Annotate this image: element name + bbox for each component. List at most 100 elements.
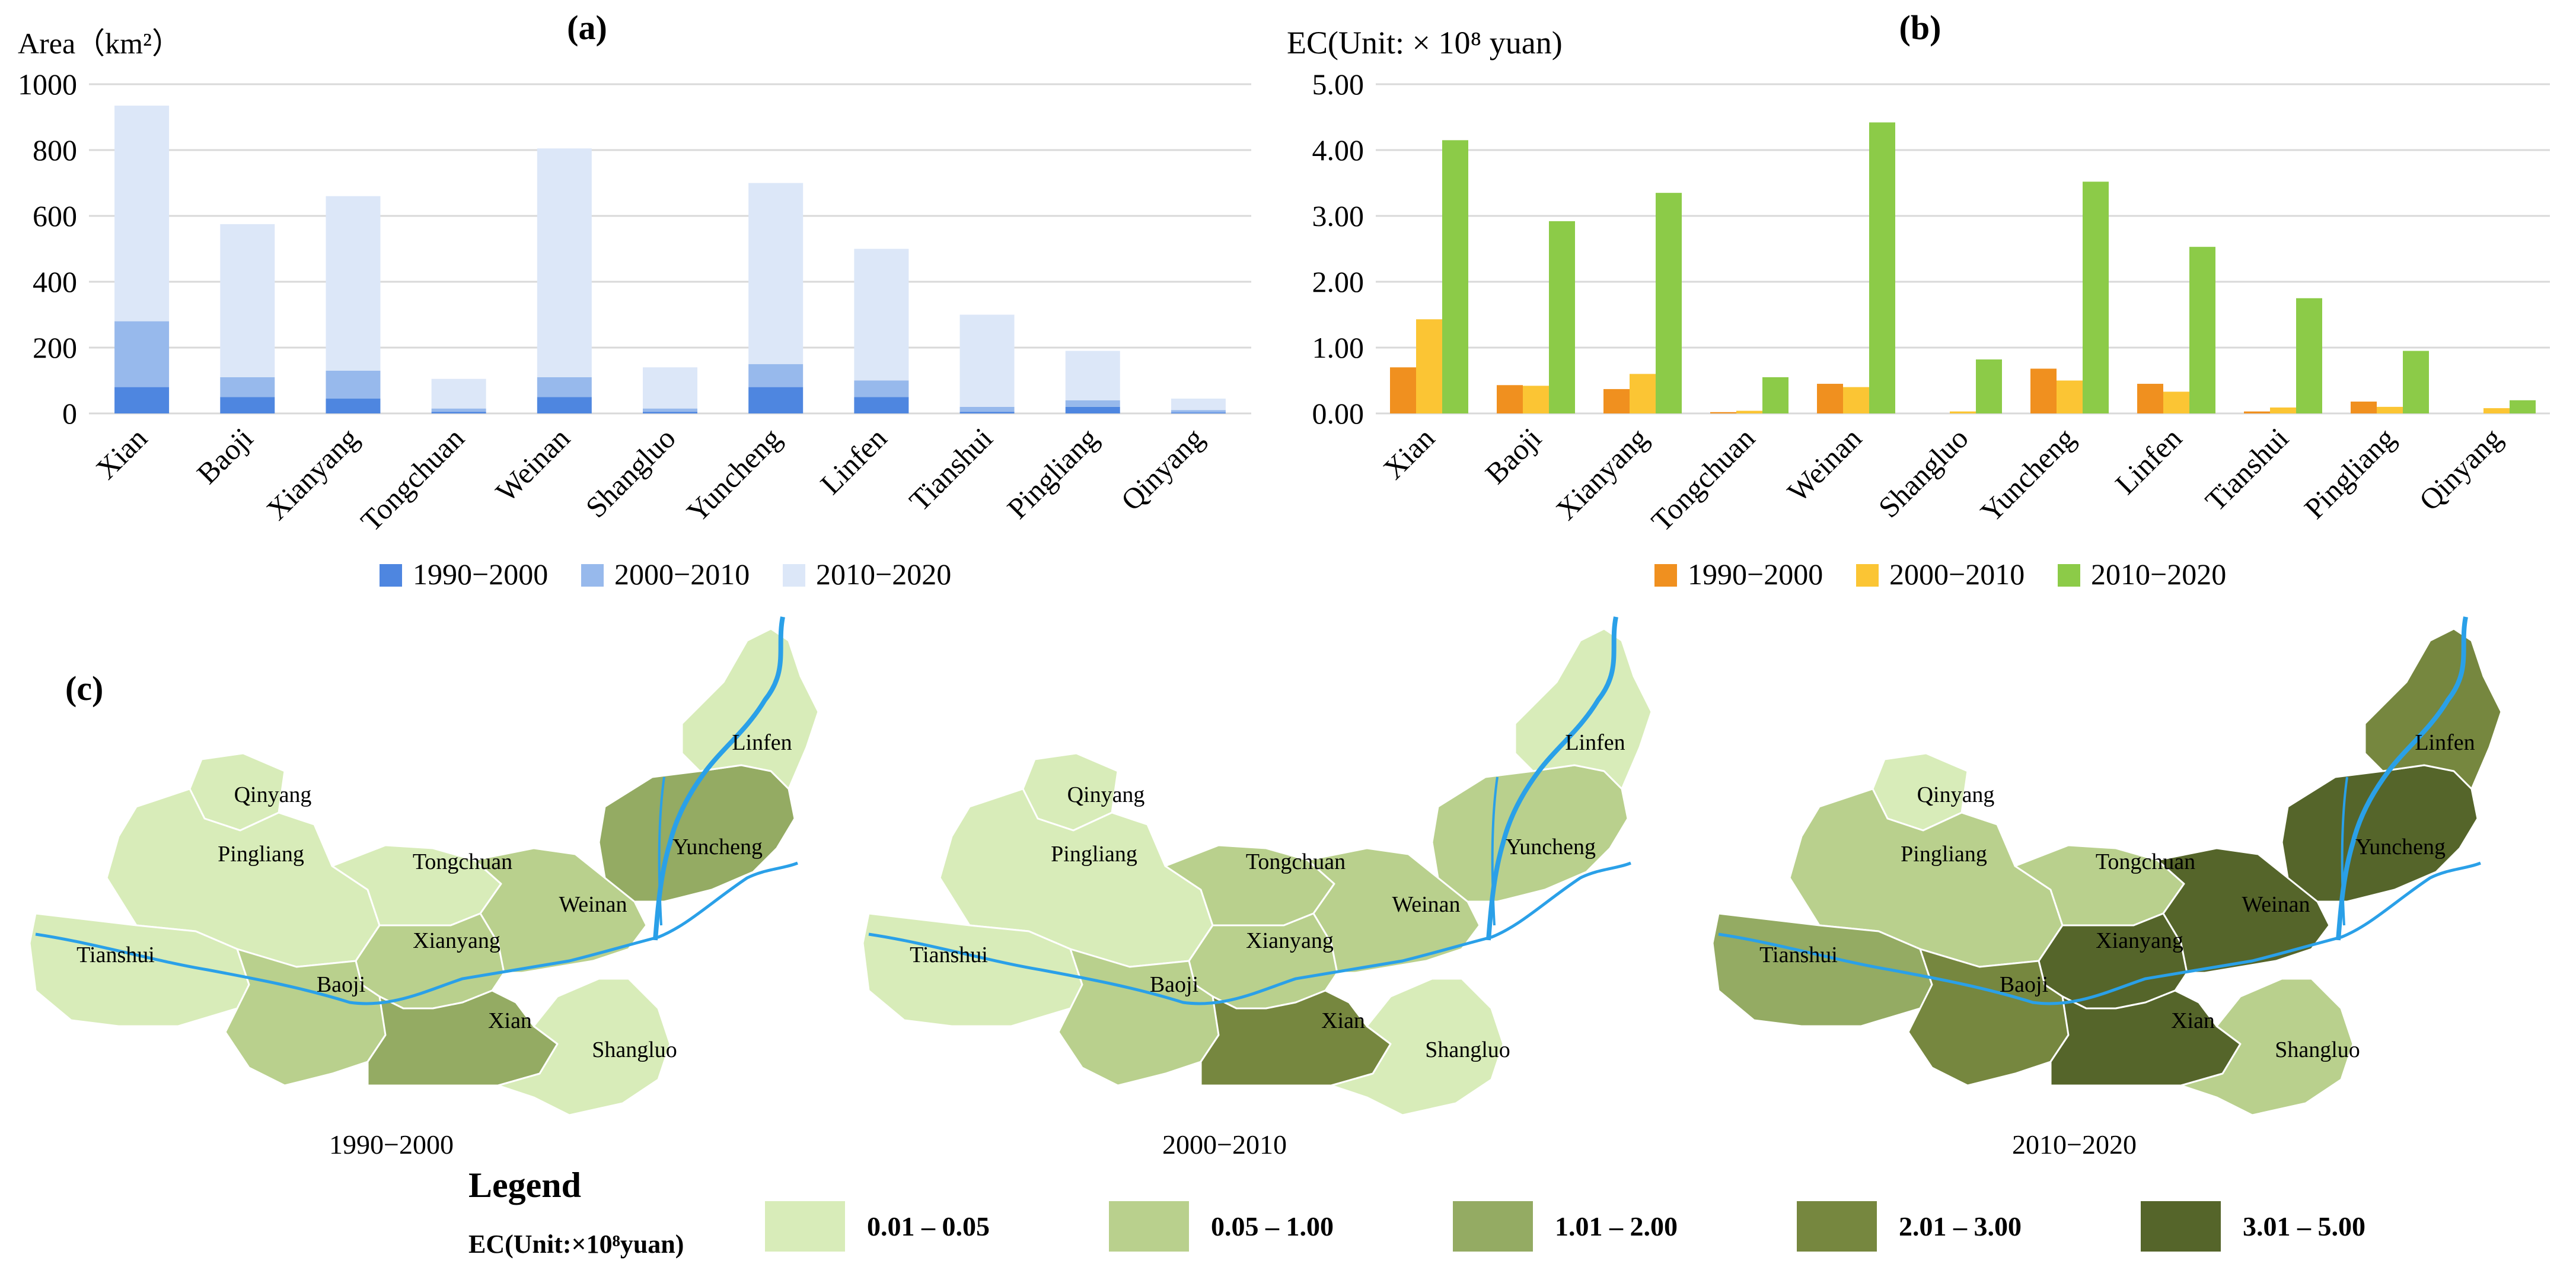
bar-baoji-1 — [1523, 386, 1549, 413]
y-tick-label: 1.00 — [1312, 331, 1364, 364]
region-label: Tongchuan — [413, 849, 512, 874]
panel-c-label: (c) — [65, 669, 103, 708]
region-label: Shangluo — [592, 1037, 677, 1062]
bar-pingliang-2 — [1065, 351, 1120, 400]
bar-weinan-2 — [537, 148, 592, 377]
legend-swatch — [380, 564, 402, 587]
chart-ec-by-city: (b) EC(Unit: × 10⁸ yuan) Xian Baoji Xianya… — [1287, 8, 2550, 591]
region-label: Linfen — [1565, 730, 1625, 755]
x-tick-label: Xian — [90, 421, 154, 485]
bar-tianshui-1 — [2270, 407, 2296, 413]
bar-tianshui-1 — [959, 406, 1015, 412]
bar-xian-1 — [1416, 319, 1442, 413]
map-2: Qinyang Pingliang Tianshui Tongchuan Xianyan… — [862, 616, 1653, 1160]
x-tick-label: Tongchuan — [354, 421, 470, 537]
x-tick-label: Baoji — [190, 421, 259, 490]
bar-xian-1 — [114, 321, 170, 387]
region-label: Tongchuan — [1246, 849, 1346, 874]
bar-tongchuan-1 — [431, 408, 486, 412]
region-label: Baoji — [317, 972, 365, 997]
bar-yuncheng-1 — [2057, 380, 2083, 413]
region-label: Tianshui — [1759, 943, 1838, 967]
bar-baoji-1 — [220, 377, 275, 397]
y-tick-label: 4.00 — [1312, 133, 1364, 167]
x-tick-label: Tianshui — [2199, 421, 2295, 517]
region-xian — [2049, 989, 2242, 1087]
bar-xian-0 — [1390, 367, 1416, 413]
map-3: Qinyang Pingliang Tianshui Tongchuan Xianyan… — [1711, 616, 2502, 1160]
legend-class-label: 1.01 – 2.00 — [1555, 1211, 1678, 1241]
region-label: Pingliang — [218, 842, 304, 867]
region-label: Xian — [488, 1008, 532, 1033]
bar-linfen-1 — [2163, 391, 2189, 413]
map-title: 2000−2010 — [1162, 1129, 1287, 1160]
bar-xianyang-1 — [326, 370, 381, 399]
x-tick-label: Weinan — [489, 421, 576, 508]
bar-baoji-0 — [1497, 385, 1523, 413]
bar-qinyang-0 — [1171, 412, 1226, 413]
x-tick-label: Yuncheng — [1974, 421, 2081, 529]
river-wei — [35, 861, 798, 1005]
x-tick-label: Pingliang — [2298, 421, 2402, 525]
region-xian — [366, 989, 559, 1087]
river-fen — [1491, 776, 1499, 926]
bar-xian-2 — [1442, 140, 1468, 413]
region-label: Xian — [2171, 1008, 2215, 1033]
panel-a-y-axis-title: Area（km²） — [18, 27, 181, 60]
region-shangluo — [2180, 978, 2354, 1116]
region-label: Qinyang — [1917, 782, 1995, 807]
y-tick-label: 2.00 — [1312, 265, 1364, 298]
legend-swatch — [2058, 564, 2080, 587]
region-label: Yuncheng — [672, 835, 763, 859]
region-tianshui — [28, 912, 250, 1027]
y-tick-label: 1000 — [18, 68, 77, 101]
x-tick-label: Baoji — [1479, 421, 1548, 490]
region-label: Baoji — [1150, 972, 1198, 997]
legend-swatch — [1856, 564, 1879, 587]
river-yellow — [1486, 616, 1618, 941]
legend-swatch — [783, 564, 805, 587]
legend-class-swatch — [1453, 1201, 1533, 1252]
region-label: Yuncheng — [1506, 835, 1596, 859]
region-label: Qinyang — [234, 782, 312, 807]
river-yellow — [653, 616, 785, 941]
bar-tongchuan-0 — [431, 412, 486, 413]
bar-baoji-0 — [220, 397, 275, 413]
bar-qinyang-2 — [1171, 399, 1226, 410]
bar-tongchuan-2 — [1762, 377, 1788, 413]
region-label: Qinyang — [1067, 782, 1145, 807]
bar-xianyang-2 — [1656, 193, 1682, 413]
bar-tongchuan-0 — [1710, 412, 1736, 413]
x-tick-label: Qinyang — [1114, 421, 1210, 517]
bar-xian-0 — [114, 387, 170, 413]
region-label: Baoji — [2000, 972, 2048, 997]
legend-class-swatch — [2141, 1201, 2221, 1252]
region-label: Pingliang — [1901, 842, 1987, 867]
river-yellow — [2336, 616, 2468, 941]
region-label: Xianyang — [1246, 928, 1334, 953]
y-tick-label: 600 — [33, 199, 77, 233]
bar-pingliang-1 — [2377, 406, 2403, 413]
map-legend-title: Legend — [468, 1166, 581, 1205]
map-1: Qinyang Pingliang Tianshui Tongchuan Xianyan… — [28, 616, 820, 1160]
region-label: Tianshui — [910, 943, 988, 967]
y-tick-label: 5.00 — [1312, 68, 1364, 101]
legend-class-swatch — [765, 1201, 845, 1252]
region-label: Shangluo — [1425, 1037, 1510, 1062]
x-tick-label: Linfen — [814, 421, 893, 501]
bar-linfen-1 — [854, 380, 909, 397]
legend-swatch — [1654, 564, 1677, 587]
y-tick-label: 3.00 — [1312, 199, 1364, 233]
bar-tianshui-2 — [2296, 298, 2322, 413]
region-xian — [1200, 989, 1392, 1087]
x-tick-label: Weinan — [1781, 421, 1868, 508]
region-label: Xianyang — [413, 928, 500, 953]
legend-swatch — [581, 564, 604, 587]
bar-qinyang-1 — [1171, 410, 1226, 413]
legend-class-label: 0.01 – 0.05 — [867, 1211, 990, 1241]
bar-pingliang-0 — [2351, 402, 2377, 413]
bar-weinan-1 — [1843, 387, 1869, 413]
bar-weinan-0 — [537, 397, 592, 413]
y-tick-label: 800 — [33, 133, 77, 167]
bar-tianshui-0 — [2244, 411, 2270, 413]
